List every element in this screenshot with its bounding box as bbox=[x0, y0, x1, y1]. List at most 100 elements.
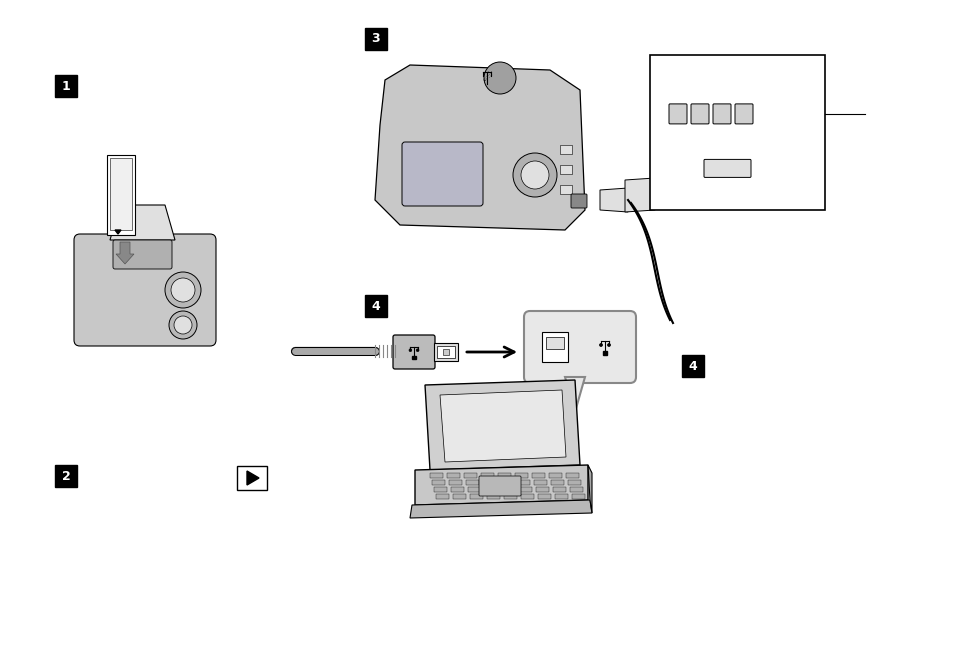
Text: ☄: ☄ bbox=[481, 73, 492, 83]
Bar bbox=[534, 480, 546, 485]
Bar bbox=[55, 465, 77, 487]
FancyBboxPatch shape bbox=[712, 104, 730, 124]
Circle shape bbox=[607, 343, 610, 347]
Polygon shape bbox=[107, 155, 135, 235]
FancyBboxPatch shape bbox=[112, 240, 172, 269]
Bar bbox=[484, 487, 497, 492]
Bar bbox=[548, 473, 561, 478]
Circle shape bbox=[173, 316, 192, 334]
Circle shape bbox=[520, 161, 548, 189]
Bar bbox=[430, 473, 442, 478]
FancyBboxPatch shape bbox=[571, 194, 586, 208]
Circle shape bbox=[416, 349, 418, 351]
Bar bbox=[602, 351, 606, 355]
FancyBboxPatch shape bbox=[393, 335, 435, 369]
FancyBboxPatch shape bbox=[523, 311, 636, 383]
Bar bbox=[365, 28, 387, 50]
Bar bbox=[553, 487, 565, 492]
Bar bbox=[451, 487, 463, 492]
Bar bbox=[551, 480, 563, 485]
Bar bbox=[480, 473, 494, 478]
Bar bbox=[517, 480, 530, 485]
Bar bbox=[412, 355, 416, 360]
Bar bbox=[518, 487, 532, 492]
Polygon shape bbox=[110, 205, 174, 240]
Bar bbox=[484, 82, 489, 86]
Polygon shape bbox=[564, 377, 584, 412]
Bar bbox=[434, 343, 457, 361]
Polygon shape bbox=[247, 471, 258, 485]
Bar bbox=[499, 480, 513, 485]
Bar bbox=[545, 337, 563, 349]
Bar bbox=[436, 346, 455, 358]
Text: 2: 2 bbox=[62, 470, 71, 482]
Bar bbox=[468, 487, 480, 492]
Polygon shape bbox=[424, 380, 579, 470]
Bar bbox=[567, 480, 580, 485]
FancyBboxPatch shape bbox=[703, 159, 750, 177]
Circle shape bbox=[409, 349, 412, 351]
Bar bbox=[649, 55, 824, 210]
Bar bbox=[434, 487, 447, 492]
FancyBboxPatch shape bbox=[401, 142, 482, 206]
Polygon shape bbox=[375, 65, 584, 230]
Circle shape bbox=[483, 62, 516, 94]
Polygon shape bbox=[115, 230, 121, 234]
Bar bbox=[110, 158, 132, 230]
Bar bbox=[486, 494, 499, 499]
Text: 4: 4 bbox=[372, 300, 380, 312]
Bar bbox=[520, 494, 534, 499]
FancyBboxPatch shape bbox=[734, 104, 752, 124]
Circle shape bbox=[481, 75, 484, 77]
Circle shape bbox=[169, 311, 196, 339]
Polygon shape bbox=[587, 465, 592, 513]
FancyBboxPatch shape bbox=[74, 234, 215, 346]
Bar bbox=[470, 494, 482, 499]
Circle shape bbox=[489, 75, 492, 77]
Bar bbox=[532, 473, 544, 478]
Bar bbox=[541, 332, 567, 362]
Bar bbox=[515, 473, 527, 478]
Bar bbox=[482, 480, 496, 485]
FancyBboxPatch shape bbox=[690, 104, 708, 124]
Polygon shape bbox=[439, 390, 565, 462]
Bar bbox=[453, 494, 465, 499]
Circle shape bbox=[513, 153, 557, 197]
Circle shape bbox=[165, 272, 201, 308]
Bar bbox=[463, 473, 476, 478]
Polygon shape bbox=[599, 188, 627, 212]
Text: 1: 1 bbox=[62, 79, 71, 93]
Bar bbox=[432, 480, 444, 485]
Text: 4: 4 bbox=[688, 360, 697, 372]
Bar bbox=[565, 473, 578, 478]
FancyBboxPatch shape bbox=[236, 466, 267, 490]
Bar bbox=[569, 487, 582, 492]
Bar bbox=[536, 487, 548, 492]
Bar bbox=[559, 145, 572, 154]
Bar bbox=[555, 494, 567, 499]
Polygon shape bbox=[624, 178, 669, 212]
Polygon shape bbox=[415, 465, 587, 505]
Circle shape bbox=[598, 343, 602, 347]
Bar bbox=[559, 185, 572, 194]
Bar bbox=[449, 480, 461, 485]
Bar bbox=[501, 487, 515, 492]
Bar bbox=[537, 494, 551, 499]
Bar bbox=[559, 165, 572, 174]
Bar bbox=[365, 295, 387, 317]
Circle shape bbox=[171, 278, 194, 302]
FancyBboxPatch shape bbox=[478, 476, 520, 496]
Bar bbox=[465, 480, 478, 485]
Bar bbox=[447, 473, 459, 478]
Polygon shape bbox=[410, 500, 592, 518]
Bar bbox=[55, 75, 77, 97]
Bar bbox=[681, 355, 703, 377]
Bar bbox=[572, 494, 584, 499]
Bar bbox=[503, 494, 517, 499]
FancyBboxPatch shape bbox=[668, 104, 686, 124]
FancyArrow shape bbox=[116, 242, 133, 264]
Bar bbox=[436, 494, 449, 499]
Bar bbox=[442, 349, 449, 355]
Text: 3: 3 bbox=[372, 32, 380, 46]
Bar bbox=[497, 473, 511, 478]
